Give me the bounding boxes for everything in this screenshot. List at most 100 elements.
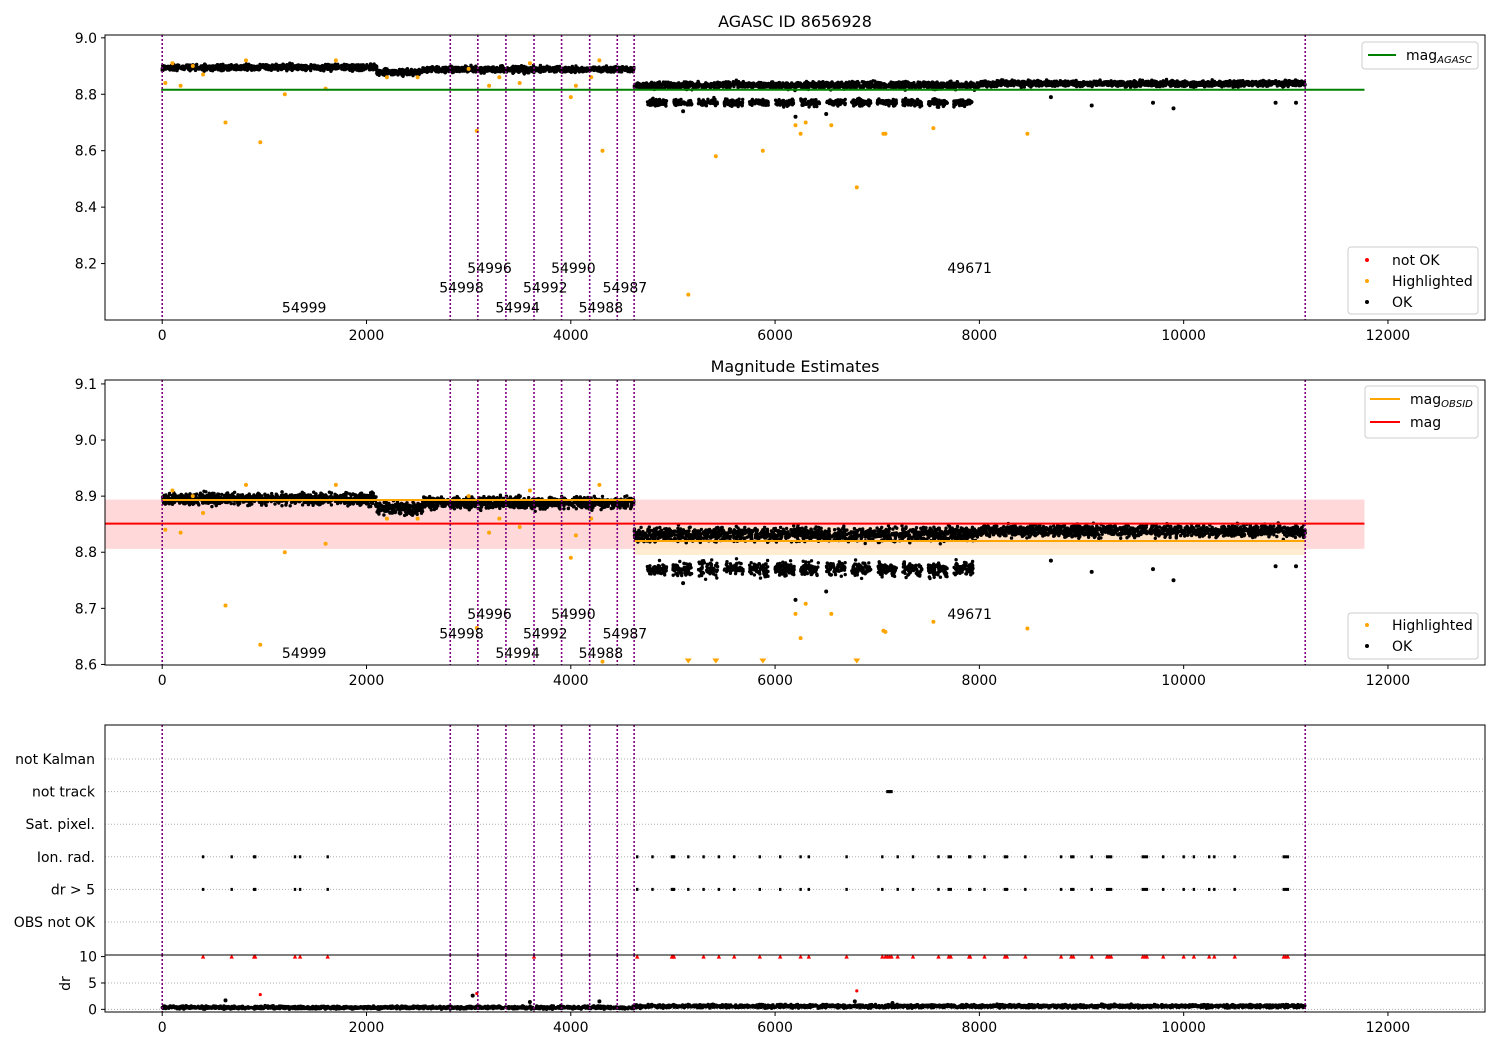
data-point: [195, 62, 199, 67]
data-point: [344, 63, 349, 67]
data-point: [645, 100, 650, 104]
data-point: [315, 67, 319, 71]
data-point: [389, 72, 393, 77]
data-point: [378, 70, 382, 75]
data-point: [303, 65, 308, 69]
data-point: [749, 99, 754, 103]
data-point: [811, 81, 815, 85]
data-point: [680, 101, 684, 106]
data-point: [790, 98, 794, 102]
data-point: [918, 105, 922, 109]
data-point: [371, 63, 375, 68]
data-point: [848, 84, 852, 88]
data-point: [833, 85, 838, 90]
data-point: [770, 83, 774, 87]
data-point: [740, 104, 744, 108]
data-point: [436, 67, 440, 71]
data-point: [828, 98, 832, 102]
data-point: [886, 102, 890, 106]
data-point: [199, 65, 203, 69]
data-point: [764, 101, 768, 105]
data-point: [655, 103, 660, 108]
data-point: [795, 83, 799, 88]
data-point: [341, 64, 345, 69]
data-point: [360, 66, 364, 71]
data-point: [901, 102, 906, 106]
data-point: [395, 69, 399, 73]
data-point: [425, 69, 429, 73]
data-point: [672, 101, 676, 105]
data-point: [592, 67, 596, 72]
data-point: [800, 83, 804, 87]
data-point: [892, 101, 897, 105]
data-point: [166, 66, 170, 71]
data-point: [697, 97, 701, 102]
data-point: [400, 72, 404, 76]
data-point: [598, 68, 602, 72]
data-point: [208, 66, 212, 70]
data-point: [575, 68, 579, 73]
data-point: [506, 68, 510, 72]
data-point: [315, 64, 319, 69]
data-point: [941, 104, 945, 108]
data-point: [969, 100, 974, 105]
data-point: [883, 101, 887, 105]
plot-area: [160, 58, 1365, 297]
data-point: [821, 85, 826, 89]
data-point: [669, 85, 673, 89]
data-point: [690, 81, 695, 86]
data-point: [755, 83, 759, 88]
data-point: [325, 64, 330, 69]
data-point: [603, 67, 607, 72]
data-point: [499, 67, 503, 71]
data-point: [894, 83, 898, 87]
data-point: [292, 66, 296, 70]
data-point: [367, 68, 372, 72]
data-point: [968, 85, 973, 90]
data-point: [577, 70, 581, 74]
data-point: [309, 68, 313, 73]
data-point: [405, 67, 410, 71]
data-point: [854, 98, 858, 103]
data-point: [790, 84, 795, 88]
data-point: [196, 65, 200, 70]
data-point: [921, 84, 925, 88]
data-point: [838, 82, 843, 87]
data-point: [534, 69, 538, 73]
data-point: [330, 64, 334, 69]
data-point: [566, 69, 571, 73]
data-point: [942, 84, 947, 88]
data-point: [678, 99, 682, 103]
data-point: [575, 66, 579, 70]
data-point: [263, 66, 267, 70]
data-point: [651, 100, 655, 105]
data-point: [486, 66, 490, 70]
data-point: [807, 105, 811, 109]
data-point: [804, 81, 808, 86]
data-point: [629, 65, 633, 70]
data-point: [947, 85, 951, 90]
data-point: [648, 84, 653, 88]
data-point: [276, 68, 280, 72]
data-point: [256, 67, 260, 71]
data-point: [269, 68, 273, 73]
data-point: [789, 101, 793, 106]
data-point: [569, 67, 574, 71]
data-point: [728, 99, 733, 104]
data-point: [827, 101, 831, 106]
data-point: [618, 68, 622, 72]
data-point: [730, 104, 734, 109]
data-point: [563, 66, 567, 70]
data-point: [655, 100, 659, 105]
data-point: [850, 81, 854, 85]
data-point: [322, 69, 326, 73]
data-point: [741, 97, 745, 102]
data-point: [580, 68, 585, 72]
data-point: [722, 102, 727, 107]
data-point: [349, 65, 353, 69]
data-point: [228, 63, 233, 68]
data-point: [871, 84, 875, 89]
data-point: [688, 102, 693, 107]
data-point: [859, 100, 863, 104]
data-point: [444, 67, 448, 71]
